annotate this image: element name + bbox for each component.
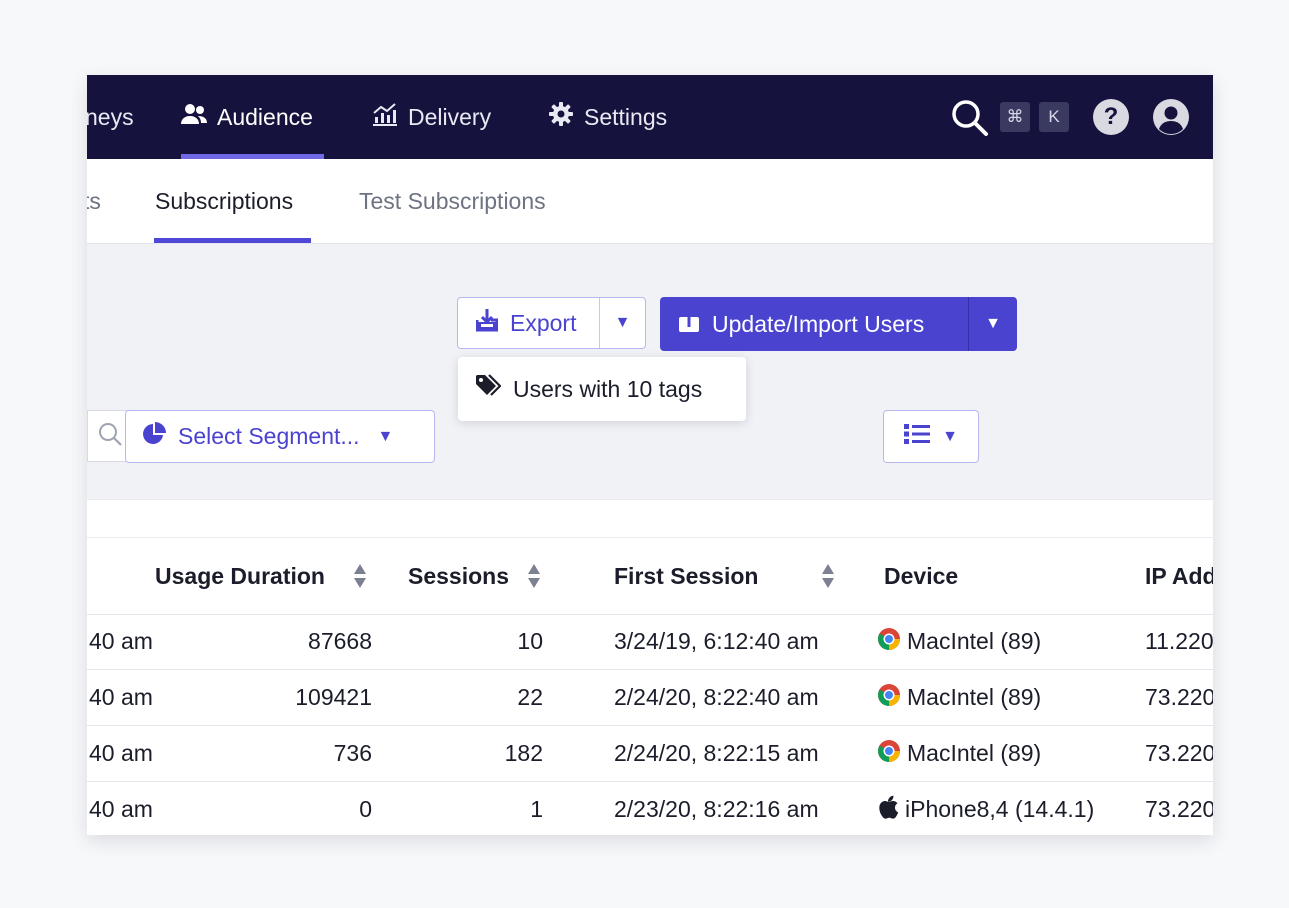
- first-session-cell: 2/24/20, 8:22:40 am: [614, 684, 819, 710]
- usage-duration-cell: 109421: [295, 684, 372, 710]
- table-row[interactable]: 40 am 736 182 2/24/20, 8:22:15 am MacInt…: [87, 726, 1213, 782]
- column-header-sessions[interactable]: Sessions: [408, 562, 509, 589]
- gear-icon: [548, 101, 574, 133]
- upload-icon: [678, 308, 700, 339]
- top-navigation: neys Audience Delivery Settings ⌘ K: [87, 75, 1213, 159]
- sessions-cell: 10: [517, 628, 543, 654]
- device-name: MacIntel (89): [907, 684, 1042, 710]
- last-session-cell: 40 am: [89, 796, 153, 822]
- help-icon[interactable]: ?: [1093, 99, 1129, 135]
- export-dropdown-toggle[interactable]: ▼: [600, 298, 645, 348]
- device-cell: iPhone8,4 (14.4.1): [877, 782, 1094, 835]
- table-header: Usage Duration Sessions First Session De…: [87, 537, 1213, 615]
- column-header-ip-address: IP Add: [1145, 562, 1213, 589]
- divider: [968, 297, 969, 351]
- user-avatar-icon[interactable]: [1153, 99, 1189, 135]
- usage-duration-cell: 736: [333, 740, 372, 766]
- table-row[interactable]: 40 am 109421 22 2/24/20, 8:22:40 am MacI…: [87, 670, 1213, 726]
- shortcut-key-k: K: [1039, 102, 1069, 132]
- ip-address-cell: 73.220: [1145, 796, 1213, 822]
- active-tab-indicator: [181, 154, 324, 159]
- ip-address-cell: 73.220: [1145, 684, 1213, 710]
- ip-address-cell: 11.220: [1145, 628, 1213, 654]
- export-menu-item-label: Users with 10 tags: [513, 375, 703, 402]
- sort-icon[interactable]: [821, 563, 835, 589]
- column-header-usage-duration[interactable]: Usage Duration: [155, 562, 325, 589]
- search-icon[interactable]: [951, 99, 989, 142]
- search-icon: [97, 421, 123, 452]
- divider: [599, 298, 600, 348]
- update-import-users-button[interactable]: Update/Import Users: [660, 297, 968, 351]
- nav-item-label: Delivery: [408, 103, 492, 130]
- select-segment-dropdown[interactable]: Select Segment... ▼: [125, 410, 435, 463]
- first-session-cell: 2/24/20, 8:22:15 am: [614, 740, 819, 766]
- chrome-icon: [877, 739, 901, 769]
- caret-down-icon: ▼: [942, 427, 958, 445]
- chrome-icon: [877, 683, 901, 713]
- caret-down-icon: ▼: [377, 427, 394, 445]
- sessions-cell: 182: [504, 740, 543, 766]
- first-session-cell: 2/23/20, 8:22:16 am: [614, 796, 819, 822]
- nav-item-journeys[interactable]: neys: [87, 75, 134, 159]
- tab-subscriptions[interactable]: Subscriptions: [155, 187, 294, 214]
- nav-item-label: Audience: [217, 103, 313, 130]
- app-window: neys Audience Delivery Settings ⌘ K: [87, 75, 1213, 835]
- list-icon: [904, 423, 931, 450]
- usage-duration-cell: 0: [359, 796, 372, 822]
- sort-icon[interactable]: [527, 563, 541, 589]
- tab-events[interactable]: ts: [87, 187, 101, 214]
- select-segment-label: Select Segment...: [178, 423, 360, 449]
- export-button-label: Export: [510, 309, 577, 336]
- table-row[interactable]: 40 am 87668 10 3/24/19, 6:12:40 am MacIn…: [87, 614, 1213, 670]
- usage-duration-cell: 87668: [308, 628, 372, 654]
- export-button[interactable]: Export: [458, 298, 600, 348]
- ip-address-cell: 73.220: [1145, 740, 1213, 766]
- subscriptions-table: Usage Duration Sessions First Session De…: [87, 499, 1213, 835]
- nav-item-settings[interactable]: Settings: [548, 75, 667, 159]
- device-cell: MacIntel (89): [877, 726, 1041, 781]
- device-cell: MacIntel (89): [877, 614, 1041, 669]
- import-button-group: Update/Import Users ▼: [660, 297, 1017, 351]
- export-menu-item[interactable]: Users with 10 tags: [458, 357, 746, 421]
- download-icon: [475, 308, 499, 338]
- device-name: MacIntel (89): [907, 740, 1042, 766]
- help-icon-glyph: ?: [1103, 103, 1119, 130]
- tag-icon: [475, 374, 502, 404]
- pie-chart-icon: [142, 421, 166, 452]
- last-session-cell: 40 am: [89, 628, 153, 654]
- caret-down-icon: ▼: [614, 314, 631, 331]
- device-name: iPhone8,4 (14.4.1): [905, 796, 1095, 822]
- chrome-icon: [877, 627, 901, 657]
- last-session-cell: 40 am: [89, 740, 153, 766]
- apple-icon: [877, 795, 899, 825]
- nav-item-label: Settings: [584, 103, 668, 130]
- sort-icon[interactable]: [353, 563, 367, 589]
- table-row[interactable]: 40 am 0 1 2/23/20, 8:22:16 am iPhone8,4 …: [87, 782, 1213, 835]
- update-import-users-label: Update/Import Users: [712, 310, 925, 337]
- sessions-cell: 22: [517, 684, 543, 710]
- column-header-first-session[interactable]: First Session: [614, 562, 759, 589]
- nav-item-delivery[interactable]: Delivery: [372, 75, 491, 159]
- chart-icon: [372, 102, 398, 132]
- device-name: MacIntel (89): [907, 628, 1042, 654]
- sessions-cell: 1: [530, 796, 543, 822]
- device-cell: MacIntel (89): [877, 670, 1041, 725]
- import-dropdown-toggle[interactable]: ▼: [969, 297, 1017, 351]
- last-session-cell: 40 am: [89, 684, 153, 710]
- tab-test-subscriptions[interactable]: Test Subscriptions: [359, 187, 546, 214]
- column-header-device: Device: [884, 562, 959, 589]
- shortcut-key-cmd: ⌘: [1000, 102, 1030, 132]
- users-icon: [181, 103, 207, 131]
- search-field[interactable]: [87, 410, 127, 462]
- nav-item-label: neys: [87, 103, 134, 130]
- subtab-bar: ts Subscriptions Test Subscriptions: [87, 159, 1213, 244]
- export-button-group: Export ▼: [457, 297, 646, 349]
- view-options-button[interactable]: ▼: [883, 410, 979, 463]
- first-session-cell: 3/24/19, 6:12:40 am: [614, 628, 819, 654]
- nav-item-audience[interactable]: Audience: [181, 75, 313, 159]
- active-subtab-indicator: [154, 238, 311, 243]
- caret-down-icon: ▼: [985, 315, 1001, 332]
